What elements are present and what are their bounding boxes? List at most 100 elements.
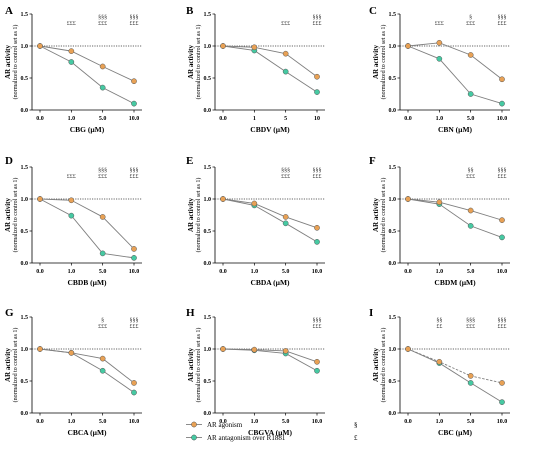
antagonism-point bbox=[467, 380, 474, 386]
x-tick-label: 5.0 bbox=[282, 269, 290, 275]
significance-label: £££ bbox=[98, 174, 107, 180]
y-tick-label: 0.0 bbox=[21, 108, 29, 114]
agonism-point bbox=[220, 196, 226, 202]
significance-label: £££ bbox=[130, 324, 139, 330]
agonism-point bbox=[467, 207, 474, 214]
agonism-point bbox=[436, 358, 443, 365]
y-tick-label: 0.5 bbox=[21, 379, 29, 385]
agonism-series-line bbox=[39, 198, 135, 250]
panel-c: C 0.0 0.5 1.0 1.5 0.0 1.0 5.0 10.0 CBN (µM) AR act… bbox=[369, 5, 510, 134]
agonism-point bbox=[251, 346, 258, 353]
agonism-series-line bbox=[39, 45, 135, 82]
panel-letter: G bbox=[5, 307, 14, 319]
y-tick-label: 1.0 bbox=[204, 347, 212, 353]
y-tick-label: 1.0 bbox=[21, 44, 29, 50]
y-axis-label: AR activity bbox=[4, 44, 12, 79]
significance-label: §§§ bbox=[98, 168, 107, 174]
x-tick-label: 1.0 bbox=[436, 419, 444, 425]
significance-label: £££ bbox=[313, 324, 322, 330]
significance-label: §§ bbox=[468, 168, 474, 174]
legend-marker bbox=[191, 421, 197, 428]
x-tick-label: 5 bbox=[284, 116, 287, 122]
y-tick-label: 0.0 bbox=[204, 261, 212, 267]
agonism-series-line bbox=[407, 198, 503, 221]
antagonism-series-line bbox=[39, 45, 135, 105]
antagonism-point bbox=[499, 234, 505, 241]
antagonism-point bbox=[131, 100, 137, 107]
y-tick-label: 1.5 bbox=[204, 165, 212, 171]
panel-b: B 0.0 0.5 1.0 1.5 0.0 1 5 10 CBDV (µM) AR activity… bbox=[186, 5, 325, 134]
agonism-point bbox=[68, 48, 75, 54]
x-tick-label: 0.0 bbox=[404, 269, 412, 275]
significance-label: §§§ bbox=[130, 318, 139, 324]
significance-label: £££ bbox=[466, 174, 475, 180]
agonism-series-line bbox=[407, 348, 503, 384]
significance-label: £££ bbox=[435, 21, 444, 27]
legend-symbol: £ bbox=[354, 434, 358, 442]
y-tick-label: 1.5 bbox=[204, 315, 212, 321]
significance-label: £££ bbox=[498, 174, 507, 180]
y-tick-label: 0.5 bbox=[389, 379, 397, 385]
x-tick-label: 0.0 bbox=[404, 419, 412, 425]
legend: AR agonism § AR antagonism over R1881 £ bbox=[186, 421, 358, 442]
significance-label: £££ bbox=[281, 174, 290, 180]
agonism-point bbox=[251, 44, 258, 51]
x-axis-label: CBCA (µM) bbox=[67, 428, 107, 437]
agonism-point bbox=[405, 196, 411, 202]
legend-symbol: § bbox=[354, 421, 358, 429]
antagonism-point bbox=[282, 220, 289, 227]
significance-label: £££ bbox=[466, 21, 475, 27]
y-tick-label: 0.0 bbox=[204, 411, 212, 417]
y-tick-label: 0.5 bbox=[204, 379, 212, 385]
antagonism-point bbox=[131, 255, 137, 261]
antagonism-point bbox=[499, 399, 505, 405]
y-tick-label: 0.5 bbox=[21, 76, 29, 82]
y-tick-label: 1.0 bbox=[389, 347, 397, 353]
antagonism-series-line bbox=[39, 198, 135, 259]
panel-f: F 0.0 0.5 1.0 1.5 0.0 1.0 5.0 10.0 CBDM (µM) AR ac… bbox=[369, 155, 510, 287]
significance-label: £££ bbox=[466, 324, 475, 330]
significance-label: £££ bbox=[98, 21, 107, 27]
y-tick-label: 0.5 bbox=[389, 229, 397, 235]
x-tick-label: 0.0 bbox=[36, 269, 44, 275]
y-tick-label: 0.5 bbox=[204, 229, 212, 235]
y-axis-label: AR activity bbox=[4, 197, 12, 232]
y-axis-label: AR activity bbox=[187, 44, 195, 79]
significance-label: §§§ bbox=[313, 318, 322, 324]
y-tick-label: 1.0 bbox=[204, 44, 212, 50]
agonism-point bbox=[68, 349, 75, 356]
x-axis-label: CBG (µM) bbox=[70, 125, 105, 134]
antagonism-series-line bbox=[222, 45, 318, 93]
y-tick-label: 0.0 bbox=[204, 108, 212, 114]
agonism-point bbox=[220, 43, 226, 49]
agonism-point bbox=[68, 197, 75, 204]
y-axis-sublabel: (normalized to control set as 1) bbox=[195, 178, 202, 253]
antagonism-point bbox=[99, 250, 106, 257]
panel-letter: F bbox=[369, 155, 376, 167]
significance-label: §§§ bbox=[98, 15, 107, 21]
significance-label: §§§ bbox=[498, 15, 507, 21]
agonism-point bbox=[131, 380, 137, 386]
y-tick-label: 1.5 bbox=[21, 12, 29, 18]
significance-label: §§§ bbox=[466, 318, 475, 324]
y-tick-label: 1.5 bbox=[21, 165, 29, 171]
significance-label: §§§ bbox=[130, 168, 139, 174]
y-axis-sublabel: (normalized to control set as 1) bbox=[12, 328, 19, 403]
agonism-point bbox=[99, 63, 106, 70]
agonism-point bbox=[436, 39, 443, 46]
y-tick-label: 0.0 bbox=[389, 261, 397, 267]
x-tick-label: 10.0 bbox=[312, 419, 323, 425]
y-axis-label: AR activity bbox=[372, 347, 380, 382]
y-axis-sublabel: (normalized to control set as 1) bbox=[12, 25, 19, 100]
significance-label: £££ bbox=[313, 21, 322, 27]
antagonism-point bbox=[131, 389, 137, 396]
x-axis-label: CBDB (µM) bbox=[67, 278, 107, 287]
significance-label: £££ bbox=[67, 21, 76, 27]
y-tick-label: 0.0 bbox=[389, 108, 397, 114]
agonism-point bbox=[467, 52, 474, 58]
antagonism-point bbox=[99, 367, 106, 374]
significance-label: £££ bbox=[313, 174, 322, 180]
x-axis-label: CBDA (µM) bbox=[250, 278, 290, 287]
y-axis-sublabel: (normalized to control set as 1) bbox=[195, 328, 202, 403]
x-tick-label: 5.0 bbox=[99, 116, 107, 122]
